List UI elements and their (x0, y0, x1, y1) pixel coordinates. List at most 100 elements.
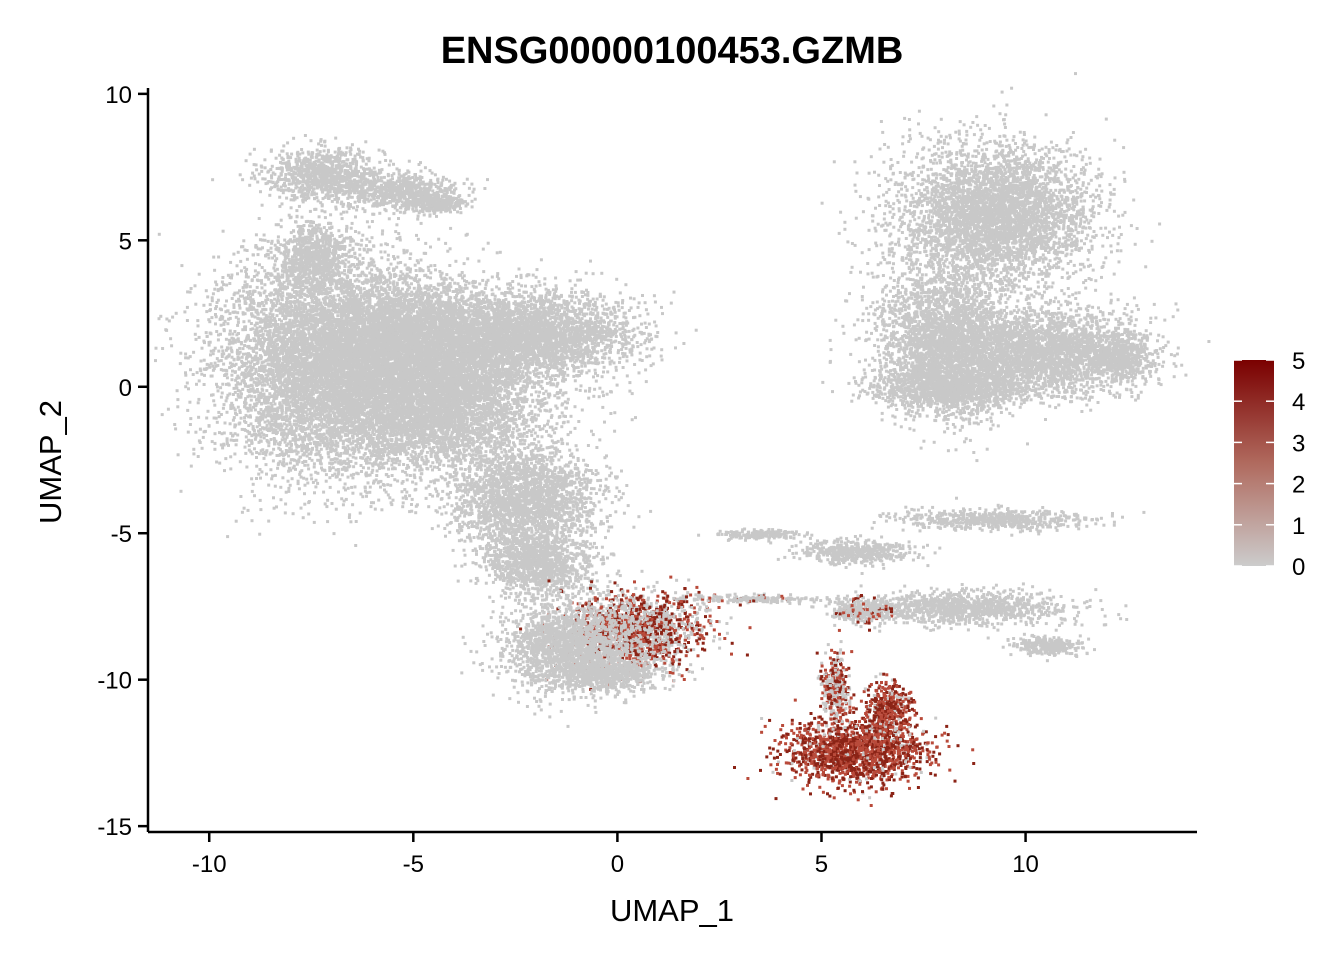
cell-point (388, 185, 392, 188)
cell-point (315, 155, 319, 159)
cell-point (324, 183, 328, 187)
cell-point (269, 168, 273, 171)
cell-point (308, 158, 312, 162)
cell-point (303, 134, 307, 137)
cell-point (285, 196, 289, 200)
cell-point (284, 188, 288, 192)
cell-point (215, 420, 219, 424)
cell-point (396, 190, 399, 194)
cell-point (350, 143, 354, 147)
cell-point (412, 209, 416, 213)
cell-point (339, 153, 343, 157)
cell-point (342, 237, 346, 241)
cell-point (423, 193, 427, 197)
cell-point (174, 427, 178, 431)
cell-point (391, 181, 394, 185)
cell-point (269, 250, 273, 254)
cell-point (291, 175, 295, 179)
cell-point (458, 199, 462, 203)
cell-point (447, 186, 451, 190)
cell-point (439, 188, 443, 192)
cell-point (379, 194, 382, 198)
cell-point (387, 194, 390, 198)
cell-point (435, 214, 438, 218)
cell-point (326, 193, 330, 197)
cell-point (212, 399, 216, 403)
cell-point (383, 207, 387, 211)
cell-point (312, 169, 316, 173)
cell-point (325, 229, 329, 232)
cell-point (195, 371, 199, 375)
cell-point (348, 243, 352, 247)
cell-point (339, 202, 343, 206)
cell-point (336, 166, 340, 170)
cell-point (298, 159, 302, 163)
cell-point (430, 171, 434, 175)
cell-point (329, 179, 333, 183)
cell-point (360, 193, 364, 197)
cell-point (286, 188, 290, 192)
cell-point (263, 269, 267, 273)
cell-point (467, 186, 471, 190)
cell-point (336, 262, 340, 266)
cell-point (239, 495, 243, 498)
cell-point (292, 229, 295, 233)
cell-point (349, 166, 353, 170)
cell-point (317, 159, 321, 163)
cell-point (335, 164, 339, 168)
cell-point (286, 178, 290, 182)
cell-point (314, 166, 318, 170)
cell-point (192, 350, 196, 354)
cell-point (358, 247, 362, 251)
cell-point (314, 241, 318, 245)
cell-point (273, 243, 277, 247)
cell-point (433, 206, 437, 210)
cell-point (273, 263, 277, 267)
cell-point (340, 200, 344, 204)
cell-point (396, 200, 400, 204)
cell-point (421, 198, 425, 202)
cell-point (316, 184, 319, 188)
cell-point (436, 195, 440, 199)
cell-point (289, 188, 293, 192)
cell-point (391, 177, 394, 181)
cell-point (347, 207, 351, 210)
cell-point (250, 452, 254, 456)
cell-point (325, 153, 329, 157)
cell-point (429, 184, 433, 187)
cell-point (439, 201, 443, 205)
cell-point (321, 241, 325, 245)
cell-point (355, 189, 359, 192)
cell-point (402, 189, 406, 193)
cell-point (424, 206, 428, 210)
cell-point (275, 267, 279, 271)
cell-point (326, 234, 330, 238)
cell-point (386, 493, 390, 497)
cell-point (229, 455, 233, 459)
cell-point (282, 183, 286, 187)
cell-point (392, 187, 396, 191)
cell-point (425, 201, 429, 205)
cell-point (403, 203, 407, 207)
cell-point (255, 477, 258, 480)
cell-point (400, 200, 404, 204)
cell-point (273, 172, 277, 176)
cell-point (395, 223, 399, 227)
cell-point (388, 190, 392, 194)
cell-point (343, 172, 347, 175)
cell-point (387, 163, 391, 167)
cell-point (350, 254, 354, 258)
cell-point (256, 253, 260, 257)
cell-point (263, 420, 267, 424)
cell-point (402, 176, 406, 180)
cell-point (299, 238, 303, 242)
cell-point (383, 152, 387, 156)
cell-point (358, 149, 362, 153)
cell-point (307, 167, 311, 171)
cell-point (326, 169, 330, 172)
cell-point (293, 251, 297, 254)
cell-cluster (126, 175, 698, 620)
cell-point (331, 170, 334, 173)
cell-point (323, 195, 327, 199)
cell-point (328, 167, 332, 171)
